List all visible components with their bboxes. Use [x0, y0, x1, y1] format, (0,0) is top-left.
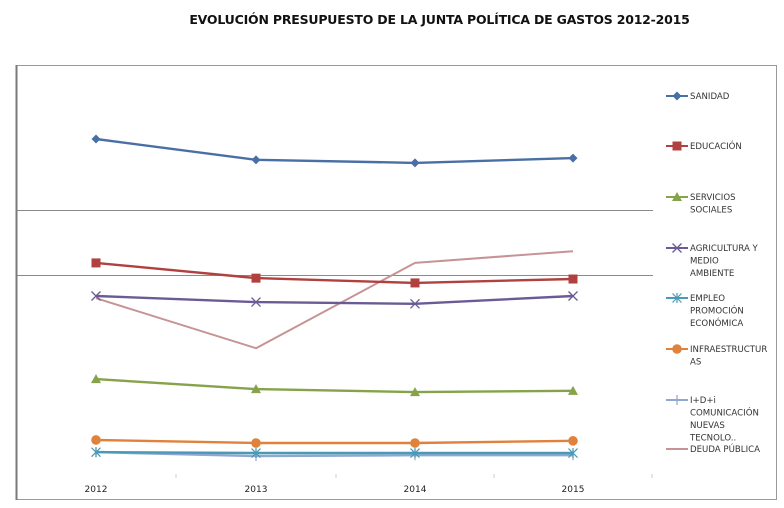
- series-line: [95, 250, 574, 350]
- data-point-marker: [568, 274, 578, 284]
- legend-item: AGRICULTURA Y MEDIO AMBIENTE: [666, 243, 759, 279]
- data-point-marker: [251, 448, 261, 459]
- legend-swatch-marker: [672, 243, 682, 253]
- legend-swatch-marker: [672, 293, 682, 303]
- legend-label: AMBIENTE: [690, 269, 734, 279]
- legend-label: AGRICULTURA Y: [690, 244, 759, 254]
- series-line: [95, 438, 574, 445]
- legend-label: EMPLEO: [690, 294, 725, 304]
- legend-label: SERVICIOS: [690, 193, 736, 203]
- data-point-marker: [251, 438, 261, 448]
- x-tick-label: 2013: [245, 485, 268, 495]
- data-point-marker: [91, 291, 101, 301]
- series-infraestructuras: [91, 435, 578, 448]
- legend-label: PROMOCIÓN: [690, 305, 744, 317]
- legend-swatch-marker: [672, 141, 682, 151]
- data-point-marker: [91, 258, 101, 268]
- legend-label: I+D+i: [690, 396, 716, 406]
- series-educaci-n: [91, 258, 578, 288]
- x-tick-label: 2012: [85, 485, 108, 495]
- legend-label: TECNOLO..: [689, 434, 736, 444]
- series-line: [95, 450, 573, 458]
- legend-label: DEUDA PÚBLICA: [690, 443, 760, 455]
- series-line: [95, 137, 574, 165]
- x-tick-label: 2015: [562, 485, 585, 495]
- legend-label: ECONÓMICA: [690, 317, 743, 329]
- data-point-marker: [251, 155, 261, 165]
- data-point-marker: [568, 153, 578, 163]
- legend-item: SERVICIOS SOCIALES: [666, 192, 736, 216]
- legend-item: EDUCACIÓN: [666, 140, 742, 152]
- legend-swatch-marker: [672, 192, 682, 201]
- x-tick-label: 2014: [404, 485, 427, 495]
- legend-swatch-marker: [672, 91, 682, 101]
- legend-label: MEDIO: [690, 257, 719, 267]
- legend-label: COMUNICACIÓN: [690, 407, 759, 419]
- data-point-marker: [410, 158, 420, 168]
- data-point-marker: [410, 278, 420, 288]
- series-agricultura-y-medio-ambiente: [91, 291, 578, 309]
- series-line: [95, 261, 574, 285]
- data-point-marker: [410, 448, 420, 459]
- data-point-marker: [251, 297, 261, 308]
- legend-swatch-marker: [672, 344, 682, 354]
- data-point-marker: [568, 291, 578, 301]
- data-point-marker: [91, 134, 101, 144]
- data-point-marker: [410, 298, 420, 309]
- legend-label: SOCIALES: [690, 206, 732, 216]
- series-sanidad: [91, 134, 578, 168]
- legend-label: NUEVAS: [690, 421, 725, 431]
- legend-label: EDUCACIÓN: [690, 140, 742, 152]
- data-point-marker: [410, 387, 420, 397]
- series-line: [95, 450, 573, 455]
- data-point-marker: [91, 374, 101, 384]
- data-point-marker: [568, 385, 578, 395]
- data-point-marker: [251, 384, 261, 394]
- legend-label: AS: [690, 358, 701, 368]
- chart-title: EVOLUCIÓN PRESUPUESTO DE LA JUNTA POLÍTI…: [189, 12, 690, 27]
- series-line: [95, 294, 574, 305]
- series-empleo-promoci-n-econ-mica: [91, 447, 578, 459]
- legend-item: DEUDA PÚBLICA: [666, 443, 760, 455]
- legend-label: INFRAESTRUCTUR: [690, 345, 767, 355]
- legend-label: SANIDAD: [690, 92, 730, 102]
- data-point-marker: [91, 447, 101, 458]
- data-point-marker: [568, 436, 578, 446]
- data-point-marker: [251, 273, 261, 283]
- data-point-marker: [91, 435, 101, 445]
- legend-item: SANIDAD: [666, 91, 730, 102]
- data-point-marker: [568, 448, 578, 459]
- legend-item: INFRAESTRUCTUR AS: [666, 344, 767, 368]
- series-line: [95, 377, 574, 394]
- series-servicios-sociales: [91, 374, 578, 397]
- data-point-marker: [410, 438, 420, 448]
- series-deuda-p-blica: [95, 250, 574, 350]
